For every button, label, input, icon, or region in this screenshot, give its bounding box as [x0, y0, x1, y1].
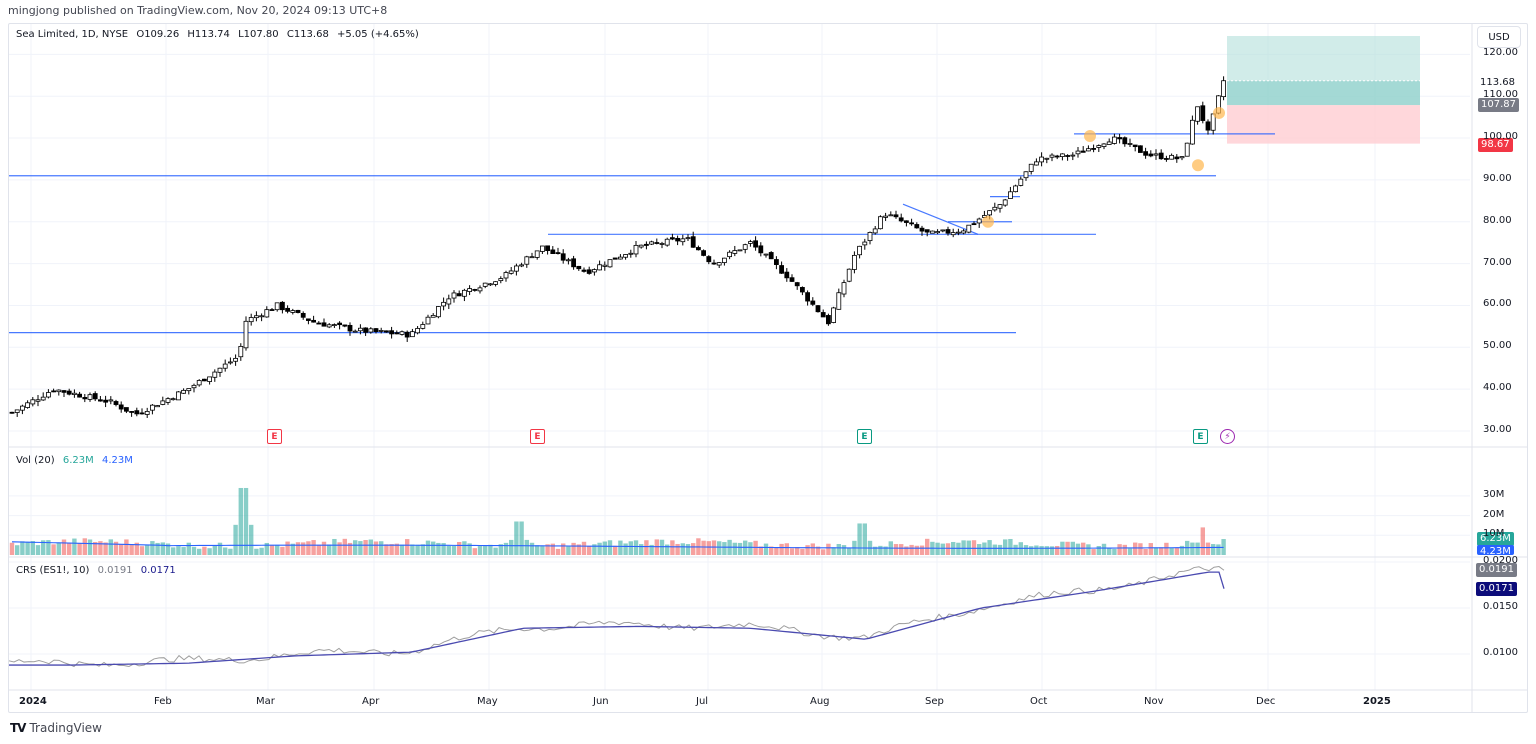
price-tick: 110.00	[1483, 89, 1518, 101]
crs-value: 0.0191	[97, 565, 133, 576]
volume-title[interactable]: Vol (20)	[16, 455, 55, 466]
volume-ma-value: 4.23M	[101, 455, 133, 466]
candles	[9, 76, 1226, 418]
volume-bars	[9, 487, 1226, 555]
crs-ma-tag: 0.0171	[1476, 582, 1517, 596]
chart-frame[interactable]	[8, 23, 1528, 713]
ohlc-high: H113.74	[187, 29, 230, 40]
price-tick: 70.00	[1483, 256, 1512, 268]
time-tick: Jul	[696, 696, 709, 707]
volume-tick: 10M	[1483, 528, 1505, 540]
price-tick: 100.00	[1483, 131, 1518, 143]
volume-tick: 20M	[1483, 508, 1505, 520]
crs-tick: 0.0100	[1483, 647, 1518, 658]
time-tick: Feb	[154, 696, 172, 707]
tradingview-logo-icon: TV	[10, 721, 27, 735]
crs-legend: CRS (ES1!, 10) 0.0191 0.0171	[16, 565, 176, 576]
crs-ma-value: 0.0171	[140, 565, 176, 576]
time-tick: Sep	[925, 696, 944, 707]
publish-info: mingjong published on TradingView.com, N…	[8, 4, 388, 17]
stop-zone	[1227, 105, 1420, 144]
time-tick: Apr	[362, 696, 380, 707]
tradingview-brand[interactable]: TV TradingView	[10, 721, 102, 735]
price-tick: 60.00	[1483, 298, 1512, 310]
dividend-icon[interactable]: ⚡	[1220, 429, 1235, 444]
entry-price-tag: 107.87	[1478, 98, 1519, 112]
symbol-legend: Sea Limited, 1D, NYSE O109.26 H113.74 L1…	[16, 29, 419, 40]
crs-value-tag: 0.0191	[1476, 563, 1517, 577]
price-tick: 50.00	[1483, 340, 1512, 352]
earnings-icon[interactable]: E	[530, 429, 545, 444]
earnings-icon[interactable]: E	[857, 429, 872, 444]
ohlc-low: L107.80	[238, 29, 279, 40]
crs-tick: 0.0150	[1483, 601, 1518, 612]
earnings-icon[interactable]: E	[267, 429, 282, 444]
time-tick: Mar	[256, 696, 275, 707]
time-tick: Oct	[1030, 696, 1048, 707]
symbol-name[interactable]: Sea Limited, 1D, NYSE	[16, 29, 129, 40]
ohlc-close: C113.68	[286, 29, 329, 40]
crs-tick: 0.0200	[1483, 555, 1518, 566]
crs-title[interactable]: CRS (ES1!, 10)	[16, 565, 90, 576]
volume-ma-tag: 4.23M	[1477, 545, 1514, 555]
ohlc-open: O109.26	[136, 29, 180, 40]
currency-button[interactable]: USD	[1477, 26, 1521, 48]
price-tick: 120.00	[1483, 47, 1518, 59]
stop-price-tag: 98.67	[1478, 138, 1513, 152]
time-tick: Dec	[1256, 696, 1276, 707]
price-tick: 90.00	[1483, 172, 1512, 184]
time-tick: Aug	[810, 696, 830, 707]
time-tick: Jun	[593, 696, 609, 707]
volume-tick: 30M	[1483, 488, 1505, 500]
ohlc-change: +5.05 (+4.65%)	[337, 29, 419, 40]
time-tick: 2025	[1363, 696, 1391, 707]
last-close-label: 113.68	[1480, 77, 1515, 88]
time-tick: Nov	[1144, 696, 1164, 707]
volume-value-tag: 6.23M	[1477, 532, 1514, 546]
price-tick: 80.00	[1483, 214, 1512, 226]
price-tick: 40.00	[1483, 382, 1512, 394]
time-tick: May	[477, 696, 498, 707]
volume-value: 6.23M	[62, 455, 94, 466]
brand-name: TradingView	[29, 721, 102, 735]
price-tick: 30.00	[1483, 424, 1512, 435]
time-tick: 2024	[19, 696, 47, 707]
earnings-icon[interactable]: E	[1193, 429, 1208, 444]
volume-legend: Vol (20) 6.23M 4.23M	[16, 455, 133, 466]
